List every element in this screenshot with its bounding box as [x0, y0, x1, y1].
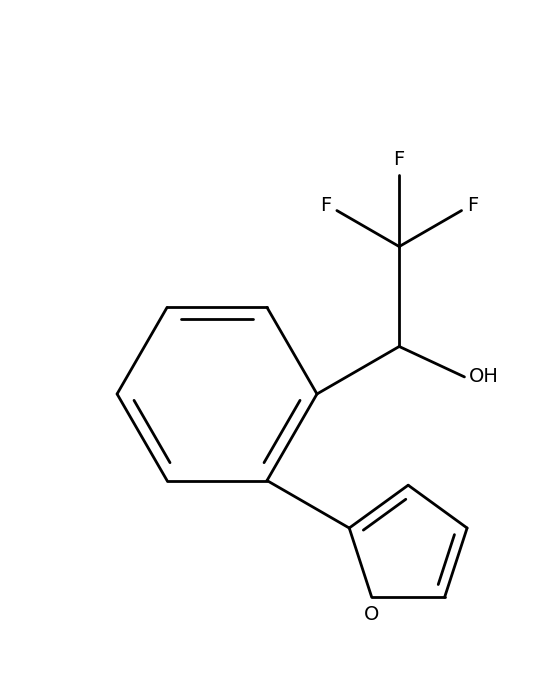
Text: O: O — [364, 605, 379, 624]
Text: F: F — [320, 196, 331, 215]
Text: F: F — [394, 149, 405, 169]
Text: OH: OH — [468, 367, 498, 387]
Text: F: F — [467, 196, 479, 215]
